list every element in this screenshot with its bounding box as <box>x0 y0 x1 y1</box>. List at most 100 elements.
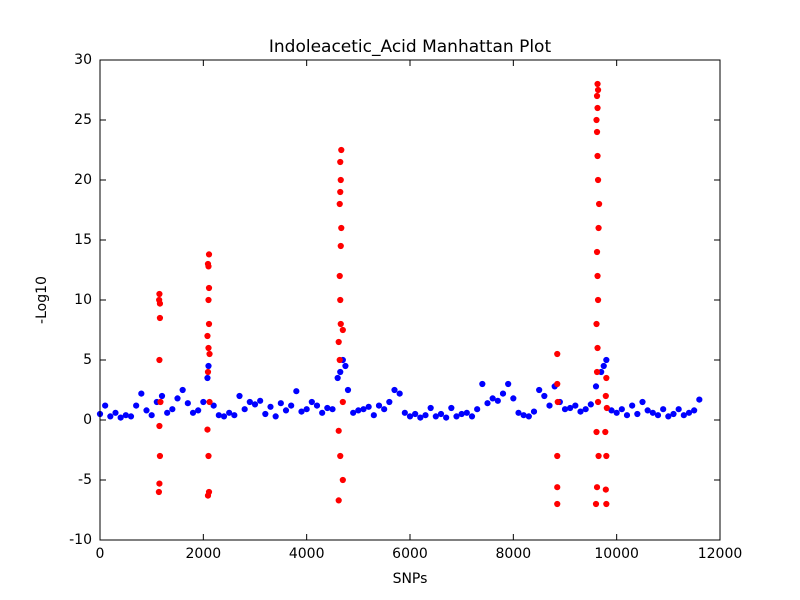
point <box>468 413 476 420</box>
point <box>337 188 344 196</box>
point <box>600 362 607 370</box>
y-tick-label: 25 <box>74 112 92 128</box>
point <box>231 412 238 419</box>
point <box>204 426 211 433</box>
point <box>293 388 300 395</box>
plot-area <box>96 80 703 508</box>
point <box>417 414 424 421</box>
point <box>427 404 434 412</box>
point <box>494 397 501 404</box>
x-tick-label: 0 <box>96 546 105 562</box>
point <box>680 412 687 419</box>
y-tick-label: 30 <box>74 52 92 68</box>
point <box>127 413 135 420</box>
point <box>660 406 667 413</box>
point <box>406 413 414 420</box>
point <box>282 407 290 414</box>
y-tick-label: -5 <box>78 472 92 488</box>
point <box>338 146 345 154</box>
point <box>639 398 646 406</box>
point <box>122 412 129 419</box>
point <box>156 296 163 304</box>
point <box>344 386 352 394</box>
point <box>156 422 163 430</box>
point <box>691 407 698 414</box>
point <box>342 362 349 370</box>
point <box>206 398 213 406</box>
point <box>594 152 601 160</box>
y-tick-label: 20 <box>74 172 92 188</box>
point <box>654 412 662 419</box>
point <box>546 402 553 409</box>
point <box>236 392 243 400</box>
point <box>623 412 631 419</box>
point <box>525 413 532 420</box>
point <box>613 409 620 416</box>
point <box>602 486 609 493</box>
point <box>205 284 213 292</box>
point <box>520 412 527 419</box>
point <box>157 398 164 406</box>
point <box>499 390 507 397</box>
point <box>594 176 602 184</box>
point <box>360 406 367 413</box>
point <box>308 398 315 406</box>
point <box>618 406 625 413</box>
point <box>489 395 496 402</box>
x-tick-label: 8000 <box>496 546 532 562</box>
point <box>602 428 609 436</box>
point <box>204 368 212 376</box>
point <box>334 374 341 382</box>
point <box>593 116 600 124</box>
point <box>335 427 342 434</box>
point <box>554 398 561 406</box>
point <box>365 403 372 410</box>
point <box>336 356 343 364</box>
point <box>386 398 393 406</box>
point <box>594 344 601 352</box>
point <box>205 344 212 352</box>
point <box>370 412 377 419</box>
point <box>338 224 345 232</box>
y-tick-label: -10 <box>69 532 92 548</box>
point <box>337 242 344 250</box>
point <box>189 409 197 416</box>
point <box>401 409 408 416</box>
point <box>603 452 610 460</box>
point <box>593 428 600 436</box>
chart-title: Indoleacetic_Acid Manhattan Plot <box>269 37 552 57</box>
point <box>246 398 253 406</box>
point <box>107 413 114 420</box>
point <box>515 409 522 416</box>
point <box>337 176 344 184</box>
point <box>184 400 191 407</box>
point <box>510 395 517 402</box>
point <box>649 409 656 416</box>
point <box>587 401 594 408</box>
point <box>133 402 140 409</box>
point <box>536 386 543 394</box>
x-tick-label: 12000 <box>698 546 743 562</box>
point <box>665 413 672 420</box>
point <box>262 410 269 418</box>
point <box>337 296 344 304</box>
point <box>602 392 609 400</box>
point <box>675 406 682 413</box>
point <box>336 200 343 208</box>
y-tick-label: 5 <box>83 352 92 368</box>
point <box>117 414 124 421</box>
point <box>437 410 445 418</box>
point <box>474 406 481 413</box>
point <box>355 407 362 414</box>
point <box>339 398 346 406</box>
point <box>594 272 601 280</box>
point <box>102 402 109 409</box>
point <box>479 380 486 388</box>
point <box>267 403 274 410</box>
point <box>593 320 600 328</box>
point <box>594 296 602 304</box>
point <box>329 406 336 413</box>
point <box>215 412 222 419</box>
point <box>644 407 651 414</box>
point <box>206 350 213 358</box>
